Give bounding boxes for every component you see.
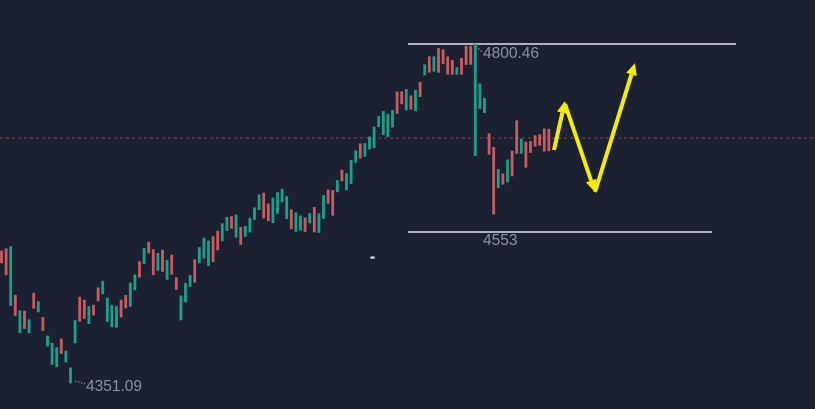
svg-text:4351.09: 4351.09 <box>86 378 142 395</box>
svg-text:4553: 4553 <box>483 232 517 249</box>
svg-text:4800.46: 4800.46 <box>483 45 539 62</box>
